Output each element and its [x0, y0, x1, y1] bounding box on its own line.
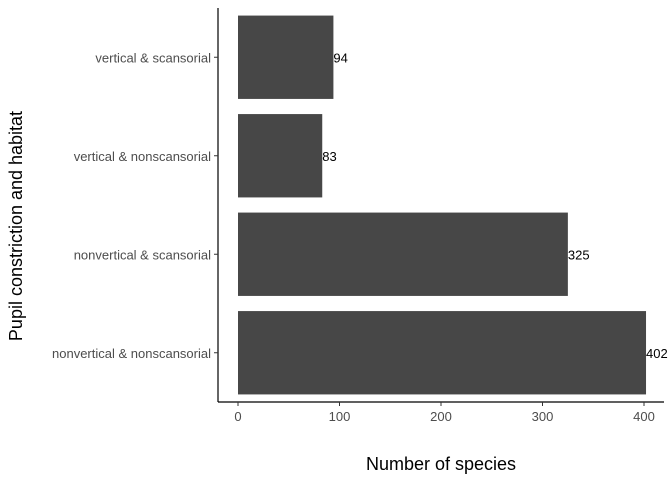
value-label-3: 94: [333, 50, 347, 65]
value-labels-group: 402 325 83 94: [322, 50, 667, 361]
x-axis-ticks: 0 100 200 300 400: [234, 402, 655, 424]
bar-1: [238, 212, 568, 296]
y-axis-ticks: nonvertical & nonscansorial nonvertical &…: [52, 50, 218, 361]
bars-group: [238, 15, 647, 395]
x-tick-label-3: 300: [532, 409, 554, 424]
value-label-1: 325: [568, 247, 590, 262]
y-tick-label-0: nonvertical & nonscansorial: [52, 346, 211, 361]
y-axis-title: Pupil constriction and habitat: [6, 111, 26, 341]
y-tick-label-2: vertical & nonscansorial: [74, 149, 211, 164]
bar-0: [238, 311, 647, 395]
y-tick-label-1: nonvertical & scansorial: [74, 247, 211, 262]
x-tick-label-0: 0: [234, 409, 241, 424]
x-tick-label-4: 400: [633, 409, 655, 424]
value-label-0: 402: [646, 346, 668, 361]
y-tick-label-3: vertical & scansorial: [95, 50, 211, 65]
bar-2: [238, 114, 323, 198]
value-label-2: 83: [322, 149, 336, 164]
x-tick-label-1: 100: [329, 409, 351, 424]
bar-3: [238, 15, 334, 99]
x-axis-title: Number of species: [366, 454, 516, 474]
x-tick-label-2: 200: [430, 409, 452, 424]
